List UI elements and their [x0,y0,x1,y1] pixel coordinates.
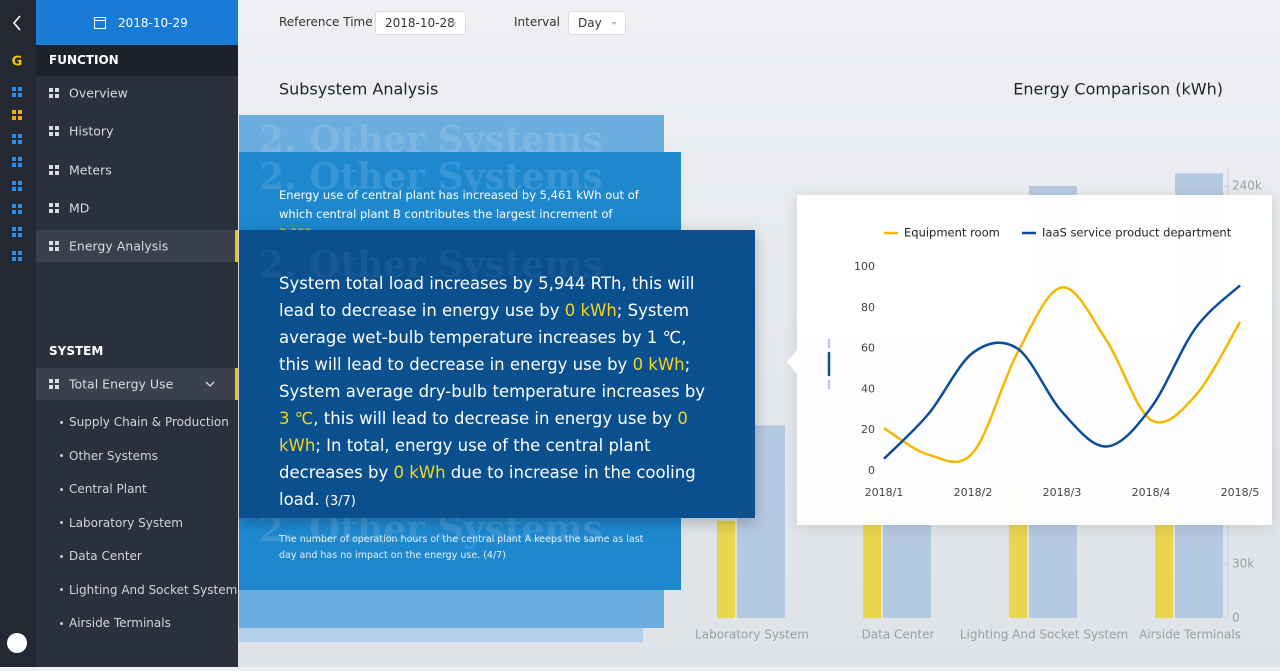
submenu-item[interactable]: Laboratory System [60,515,183,530]
menu-item-label: Overview [69,85,128,101]
rail-nav-icons[interactable] [12,87,22,261]
date-bar[interactable]: 2018-10-29 [36,0,238,45]
text: ; System average dry-bulb temperature in… [279,355,706,401]
menu-item[interactable]: MD [36,192,238,224]
text: ; In total, energy use of the central pl… [279,436,651,482]
highlight-text: 0 kWh [564,301,617,320]
reference-time-label: Reference Time [279,15,373,29]
menu-item-label: Energy Analysis [69,238,169,254]
menu-item[interactable]: Overview [36,77,238,109]
text: , this will lead to decrease in energy u… [313,409,678,428]
highlight-text: 0 kWh [279,409,688,455]
menu-icon [49,164,59,175]
chevron [205,381,215,387]
main-card-text: System total load increases by 5,944 RTh… [279,270,719,515]
submenu-item[interactable]: Airside Terminals [60,616,171,630]
menu-item[interactable]: Meters [36,154,238,186]
bar [717,520,735,618]
bar [1155,501,1173,618]
side-menu: 2018-10-29 FUNCTION Overview History Meter… [36,0,238,667]
main-card: 2. Other Systems System total load incre… [239,230,755,518]
subsystem-title: Subsystem Analysis [279,79,439,99]
watermark: 2. Other Systems [259,156,603,198]
text: due to increase in the cooling load. [279,463,696,509]
lower-card-text: The number of operation hours of the cen… [279,534,644,561]
highlight-text: 0 kWh [632,355,685,374]
submenu-item[interactable]: Other Systems [60,448,158,463]
menu-icon [49,202,59,213]
text: System total load increases by 5,944 RTh… [279,274,695,320]
y-tick-label: 0 [1232,611,1240,625]
highlight-text: 0 kWh [393,463,446,482]
icon-rail: G [0,0,36,667]
rail-icons: G [7,15,27,653]
comparison-title: Energy Comparison (kWh) [1013,79,1223,99]
x-tick-label: Airside Terminals [1139,628,1241,642]
interval: Day [578,16,602,30]
text: Energy use of central plant has increase… [279,188,639,221]
submenu-item[interactable]: Supply Chain & Production [60,415,229,429]
text: (3/7) [324,494,356,509]
system-heading: SYSTEM [49,344,104,358]
x-tick-label: Laboratory System [695,628,809,642]
reference-time-select[interactable]: 2018-10-28 [375,11,466,35]
interval-label: Interval [514,15,560,29]
reference-time: 2018-10-28 [385,16,455,30]
calendar-icon [94,17,106,29]
function-heading: FUNCTION [49,53,119,67]
function-header: FUNCTION [36,45,238,76]
highlight-text: 3 ℃ [279,409,314,428]
back-icon[interactable] [12,15,21,31]
system-menu[interactable]: Total Energy Use [36,368,238,400]
submenu-item[interactable]: Lighting And Socket System [59,582,238,597]
menu-icon [49,241,59,252]
chart-popup [797,195,1272,525]
menu-icon [49,88,59,98]
text: ; System average wet-bulb temperature in… [279,301,690,374]
menu-item[interactable]: History [36,115,238,147]
date: 2018-10-29 [118,16,188,30]
system-menu-label: Total Energy Use [69,376,174,392]
menu-item[interactable]: Energy Analysis [36,230,238,263]
interval-select[interactable]: Day [568,11,626,35]
watermark: 2. Other Systems [259,244,603,286]
bar [863,510,881,618]
submenu-item[interactable]: Data Center [60,549,142,563]
logo: G [12,55,23,70]
menu-item-label: Meters [69,162,112,178]
y-tick-label: 30k [1232,557,1254,571]
x-tick-label: Lighting And Socket System [960,628,1128,642]
x-tick-label: Data Center [862,628,935,642]
menu-item-label: MD [69,200,90,216]
avatar[interactable] [7,633,27,653]
menu-icon [49,126,59,137]
y-tick-label: 240k [1232,179,1262,193]
submenu-item[interactable]: Central Plant [60,482,147,496]
menu-item-label: History [69,123,114,139]
